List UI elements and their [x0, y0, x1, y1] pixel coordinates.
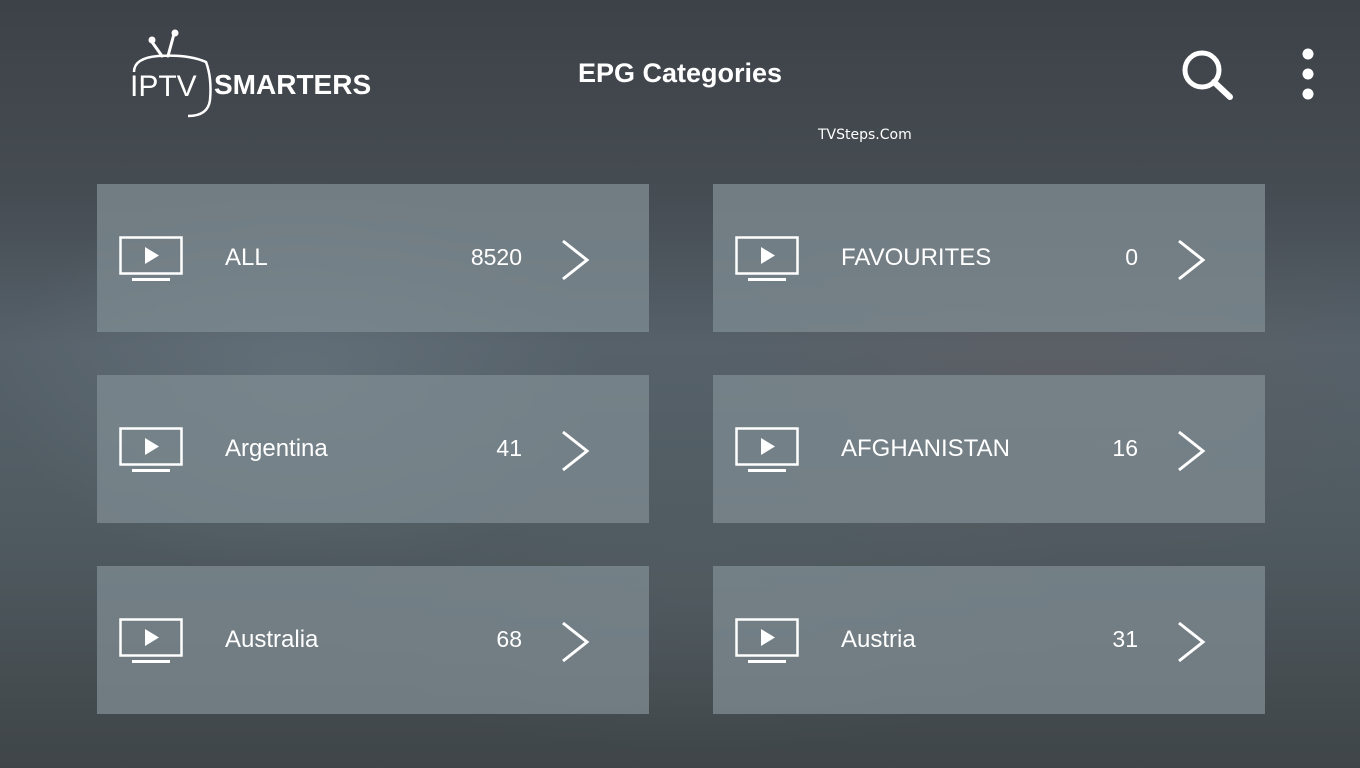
chevron-right-icon: [1178, 430, 1206, 472]
svg-text:SMARTERS: SMARTERS: [214, 69, 371, 100]
category-label: Argentina: [225, 435, 328, 462]
category-count: 41: [496, 435, 522, 461]
tv-play-icon: [119, 618, 183, 663]
chevron-right-icon: [1178, 239, 1206, 281]
category-label: Australia: [225, 626, 319, 653]
chevron-right-icon: [562, 621, 590, 663]
chevron-right-icon: [562, 430, 590, 472]
iptv-smarters-logo: IPTV SMARTERS: [130, 29, 371, 118]
category-count: 16: [1112, 435, 1138, 461]
category-card-afghanistan[interactable]: AFGHANISTAN 16: [713, 375, 1265, 523]
category-card-austria[interactable]: Austria 31: [713, 566, 1265, 714]
watermark: TVSteps.Com: [818, 127, 912, 143]
category-card-argentina[interactable]: Argentina 41: [97, 375, 649, 523]
category-count: 8520: [470, 244, 522, 270]
category-label: Austria: [841, 626, 916, 653]
tv-play-icon: [735, 427, 799, 472]
category-label: FAVOURITES: [841, 244, 992, 271]
category-count: 31: [1112, 626, 1138, 652]
tv-play-icon: [735, 618, 799, 663]
category-count: 68: [496, 626, 522, 652]
page-title: EPG Categories: [577, 58, 783, 88]
category-card-favourites[interactable]: FAVOURITES 0: [713, 184, 1265, 332]
category-label: ALL: [225, 244, 268, 271]
chevron-right-icon: [1178, 621, 1206, 663]
search-icon[interactable]: [1180, 48, 1234, 100]
chevron-right-icon: [562, 239, 590, 281]
category-card-all[interactable]: ALL 8520: [97, 184, 649, 332]
svg-text:IPTV: IPTV: [130, 70, 197, 103]
category-label: AFGHANISTAN: [841, 435, 1010, 462]
category-card-australia[interactable]: Australia 68: [97, 566, 649, 714]
tv-play-icon: [119, 427, 183, 472]
tv-play-icon: [119, 236, 183, 281]
more-vert-icon[interactable]: [1295, 48, 1321, 102]
category-count: 0: [1125, 244, 1138, 270]
tv-play-icon: [735, 236, 799, 281]
